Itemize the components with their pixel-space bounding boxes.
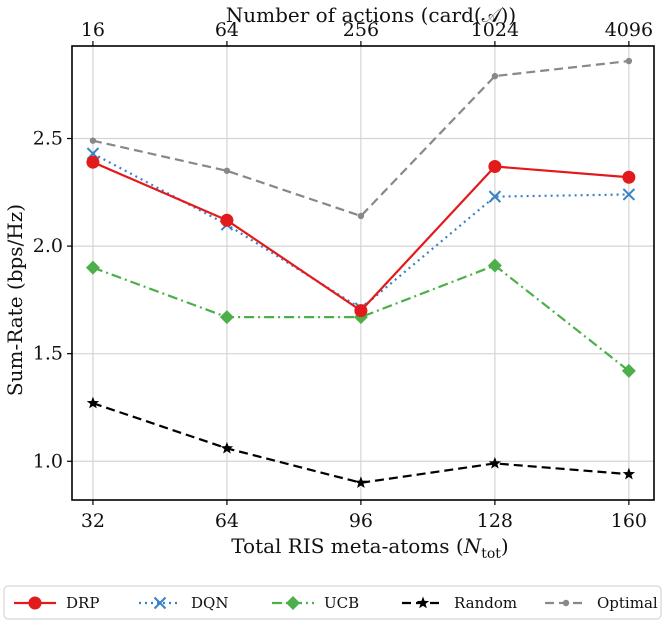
axis-ticks: 32 16 64 64 96 256 128 1024 160 4096 1.0 1.5 2.0 2.5 xyxy=(33,19,653,532)
data-point-dqn xyxy=(488,190,502,203)
legend-item-ucb: UCB xyxy=(272,594,359,612)
plot-frame xyxy=(71,45,655,501)
y-tick-label: 1.0 xyxy=(33,450,63,472)
series-line-dqn xyxy=(92,152,629,310)
legend-marker-random xyxy=(416,596,430,609)
legend-label-optimal: Optimal xyxy=(597,594,658,612)
data-point-dqn-stroke xyxy=(488,190,502,203)
x-axis-title: Total RIS meta-atoms (Ntot) xyxy=(231,534,508,562)
legend-marker-optimal xyxy=(562,599,570,607)
legend-box xyxy=(3,585,662,620)
top-x-tick-label: 4096 xyxy=(605,19,653,41)
x-tick-label: 32 xyxy=(81,510,105,532)
legend-item-dqn: DQN xyxy=(139,594,228,612)
legend-label-ucb: UCB xyxy=(324,594,359,612)
top-x-tick-label: 256 xyxy=(343,19,379,41)
legend-label-dqn: DQN xyxy=(191,594,228,612)
legend-item-drp: DRP xyxy=(14,594,99,612)
legend-item-optimal: Optimal xyxy=(545,594,658,612)
top-x-tick-label: 1024 xyxy=(471,19,519,41)
series-line-optimal xyxy=(92,59,630,218)
y-axis-title: Sum-Rate (bps/Hz) xyxy=(3,204,27,396)
data-point-dqn-stroke xyxy=(622,188,636,201)
legend: DRP DQN UCB Random Optimal xyxy=(14,594,658,612)
y-tick-label: 2.0 xyxy=(33,235,63,257)
x-tick-label: 96 xyxy=(349,510,373,532)
data-point-random xyxy=(488,456,502,469)
data-point-ucb xyxy=(621,363,636,378)
series-line-ucb xyxy=(92,264,630,372)
series-random xyxy=(86,396,636,489)
data-point-ucb xyxy=(219,310,234,325)
data-point-random xyxy=(354,476,368,489)
x-axis-title-main: Total RIS meta-atoms ( xyxy=(231,534,463,558)
y-tick-label: 2.5 xyxy=(33,128,63,150)
x-tick-label: 64 xyxy=(215,510,239,532)
legend-marker-ucb xyxy=(286,596,300,610)
data-point-drp xyxy=(220,213,234,227)
x-axis-title-close: ) xyxy=(501,534,509,558)
x-tick-label: 128 xyxy=(477,510,513,532)
data-point-optimal xyxy=(625,57,633,65)
data-point-ucb xyxy=(85,260,100,275)
data-point-drp xyxy=(354,304,368,318)
top-x-tick-label: 64 xyxy=(215,19,239,41)
legend-marker-dqn-stroke xyxy=(153,596,167,610)
legend-label-random: Random xyxy=(454,594,517,612)
legend-label-drp: DRP xyxy=(66,594,99,612)
series-lines xyxy=(85,57,636,489)
data-point-drp xyxy=(488,159,502,173)
data-point-drp xyxy=(622,170,636,184)
data-point-random xyxy=(220,441,234,454)
data-point-optimal xyxy=(357,212,365,220)
legend-marker-drp xyxy=(28,596,42,610)
data-point-ucb xyxy=(487,258,502,273)
top-x-axis-title: Number of actions (card(𝒜)) xyxy=(226,3,516,27)
data-point-drp xyxy=(86,155,100,169)
data-point-optimal xyxy=(89,137,97,144)
grid-lines xyxy=(72,46,654,500)
series-optimal xyxy=(89,57,633,220)
x-axis-title-symbol: N xyxy=(463,534,483,558)
legend-item-random: Random xyxy=(402,594,517,612)
data-point-dqn xyxy=(622,188,636,201)
data-point-optimal xyxy=(491,72,499,80)
y-tick-label: 1.5 xyxy=(33,343,63,365)
data-point-optimal xyxy=(223,167,231,174)
series-drp xyxy=(86,155,636,318)
top-x-tick-label: 16 xyxy=(81,19,105,41)
x-axis-title-subscript: tot xyxy=(481,546,501,562)
legend-marker-dqn xyxy=(153,596,167,610)
data-point-random xyxy=(86,396,100,409)
x-tick-label: 160 xyxy=(611,510,647,532)
data-point-random xyxy=(622,467,636,480)
